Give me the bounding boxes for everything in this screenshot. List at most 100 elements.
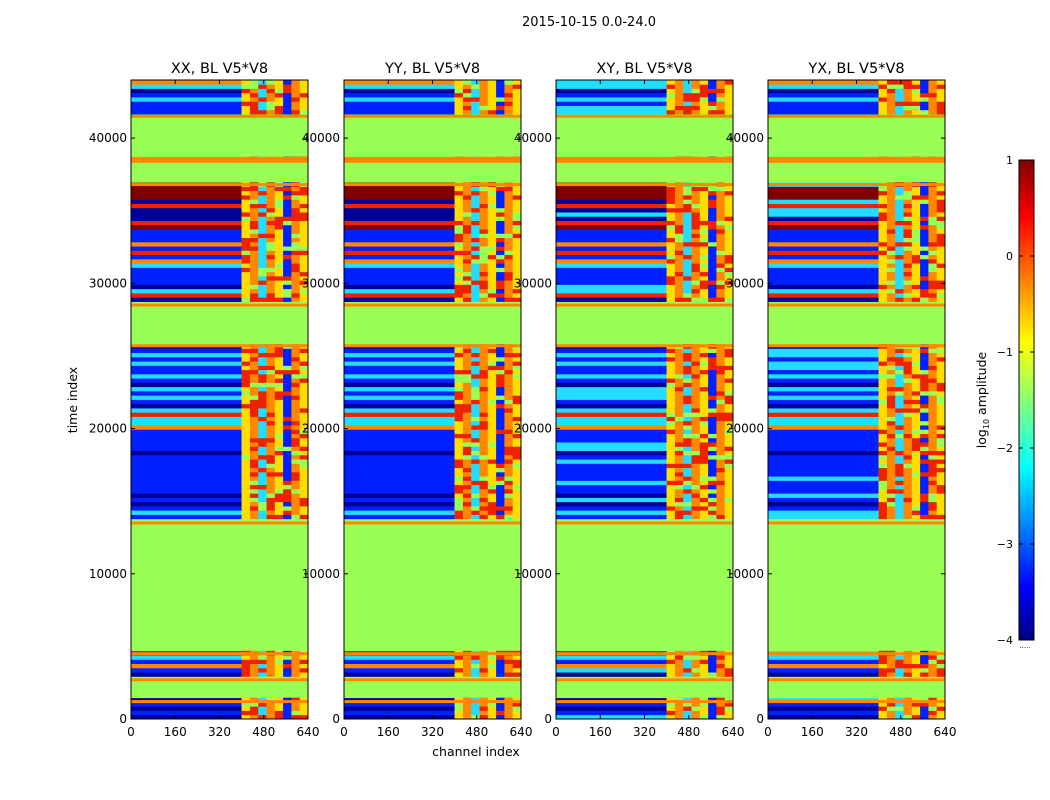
heatmap-rfi-cell — [886, 373, 896, 379]
heatmap-rfi-cell — [699, 233, 709, 239]
heatmap-rfi-cell — [724, 92, 733, 98]
heatmap-rfi-cell — [895, 467, 904, 473]
heatmap-rfi-cell — [683, 250, 692, 256]
heatmap-rfi-cell — [683, 361, 692, 366]
heatmap-rfi-cell — [249, 92, 259, 98]
heatmap-rfi-cell — [666, 386, 676, 392]
heatmap-row-cell — [131, 578, 242, 584]
heatmap-rfi-cell — [266, 408, 276, 413]
heatmap-rfi-cell — [274, 229, 284, 234]
heatmap-rfi-cell — [683, 263, 692, 268]
heatmap-row-cell — [344, 518, 455, 524]
heatmap-row-cell — [556, 701, 667, 707]
heatmap-rfi-cell — [699, 224, 709, 230]
heatmap-row-cell — [556, 659, 667, 665]
heatmap-rfi-cell — [299, 484, 308, 490]
heatmap-rfi-cell — [666, 84, 676, 89]
heatmap-rfi-cell — [920, 250, 929, 256]
heatmap-rfi-cell — [487, 433, 497, 439]
heatmap-row-cell — [131, 390, 242, 396]
heatmap-rfi-cell — [708, 241, 717, 247]
heatmap-rfi-cell — [936, 275, 945, 281]
heatmap-rfi-cell — [920, 246, 929, 251]
heatmap-row-cell — [768, 365, 879, 371]
heatmap-rfi-cell — [716, 378, 726, 383]
heatmap-rfi-cell — [674, 293, 684, 298]
heatmap-row-cell — [768, 373, 879, 379]
heatmap-rfi-cell — [928, 501, 938, 507]
heatmap-rfi-cell — [479, 348, 489, 354]
heatmap-rfi-cell — [691, 233, 701, 239]
heatmap-rfi-cell — [283, 399, 292, 405]
heatmap-rfi-cell — [479, 425, 489, 430]
heatmap-rfi-cell — [241, 463, 251, 469]
heatmap-rfi-cell — [683, 420, 692, 426]
heatmap-rfi-cell — [716, 416, 726, 422]
flag-boundary-line — [768, 678, 945, 682]
heatmap-rfi-cell — [928, 459, 938, 464]
heatmap-rfi-cell — [666, 356, 676, 362]
heatmap-rfi-cell — [258, 224, 267, 230]
heatmap-row-cell — [556, 531, 667, 537]
heatmap-rfi-cell — [708, 506, 717, 511]
heatmap-rfi-cell — [903, 442, 913, 447]
heatmap-rfi-cell — [274, 369, 284, 375]
heatmap-row-cell — [556, 267, 667, 273]
heatmap-rfi-cell — [512, 399, 521, 405]
heatmap-row-cell — [344, 476, 455, 481]
heatmap-rfi-cell — [878, 403, 888, 409]
heatmap-rfi-cell — [674, 216, 684, 221]
heatmap-rfi-cell — [487, 416, 497, 422]
heatmap-rfi-cell — [928, 284, 938, 290]
heatmap-rfi-cell — [911, 97, 921, 102]
heatmap-rfi-cell — [241, 399, 251, 405]
heatmap-row-cell — [556, 139, 667, 145]
heatmap-rfi-cell — [903, 373, 913, 379]
heatmap-rfi-cell — [878, 80, 888, 85]
heatmap-rfi-cell — [249, 288, 259, 294]
heatmap-rfi-cell — [903, 241, 913, 247]
heatmap-rfi-cell — [691, 484, 701, 490]
heatmap-rfi-cell — [903, 361, 913, 366]
heatmap-row-cell — [768, 599, 879, 605]
heatmap-rfi-cell — [258, 203, 267, 209]
heatmap-rfi-cell — [699, 284, 709, 290]
heatmap-rfi-cell — [291, 369, 301, 375]
heatmap-rfi-cell — [249, 714, 259, 719]
heatmap-row-cell — [556, 608, 667, 613]
heatmap-rfi-cell — [266, 663, 276, 669]
heatmap-rfi-cell — [666, 476, 676, 481]
heatmap-rfi-cell — [291, 399, 301, 405]
heatmap-rfi-cell — [928, 224, 938, 230]
heatmap-rfi-cell — [241, 237, 251, 243]
heatmap-rfi-cell — [291, 356, 301, 362]
heatmap-rfi-cell — [496, 369, 505, 375]
heatmap-row-cell — [344, 80, 455, 85]
heatmap-rfi-cell — [699, 655, 709, 660]
heatmap-rfi-cell — [674, 454, 684, 460]
heatmap-row-cell — [768, 484, 879, 490]
heatmap-rfi-cell — [674, 497, 684, 503]
heatmap-rfi-cell — [920, 195, 929, 200]
heatmap-rfi-cell — [878, 493, 888, 498]
heatmap-row-cell — [556, 488, 667, 494]
heatmap-rfi-cell — [471, 369, 480, 375]
heatmap-rfi-cell — [666, 203, 676, 209]
heatmap-rfi-cell — [903, 105, 913, 111]
heatmap-rfi-cell — [911, 263, 921, 268]
heatmap-rfi-cell — [886, 88, 896, 94]
heatmap-rfi-cell — [903, 501, 913, 507]
heatmap-rfi-cell — [699, 476, 709, 481]
heatmap-rfi-cell — [708, 207, 717, 213]
heatmap-rfi-cell — [903, 425, 913, 430]
heatmap-rfi-cell — [249, 386, 259, 392]
heatmap-rfi-cell — [878, 280, 888, 285]
flag-boundary-line — [344, 678, 521, 682]
heatmap-rfi-cell — [479, 101, 489, 106]
heatmap-row-cell — [344, 288, 455, 294]
heatmap-rfi-cell — [266, 203, 276, 209]
flag-boundary-line — [556, 159, 733, 163]
heatmap-rfi-cell — [299, 378, 308, 383]
heatmap-rfi-cell — [928, 382, 938, 388]
heatmap-rfi-cell — [487, 659, 497, 665]
